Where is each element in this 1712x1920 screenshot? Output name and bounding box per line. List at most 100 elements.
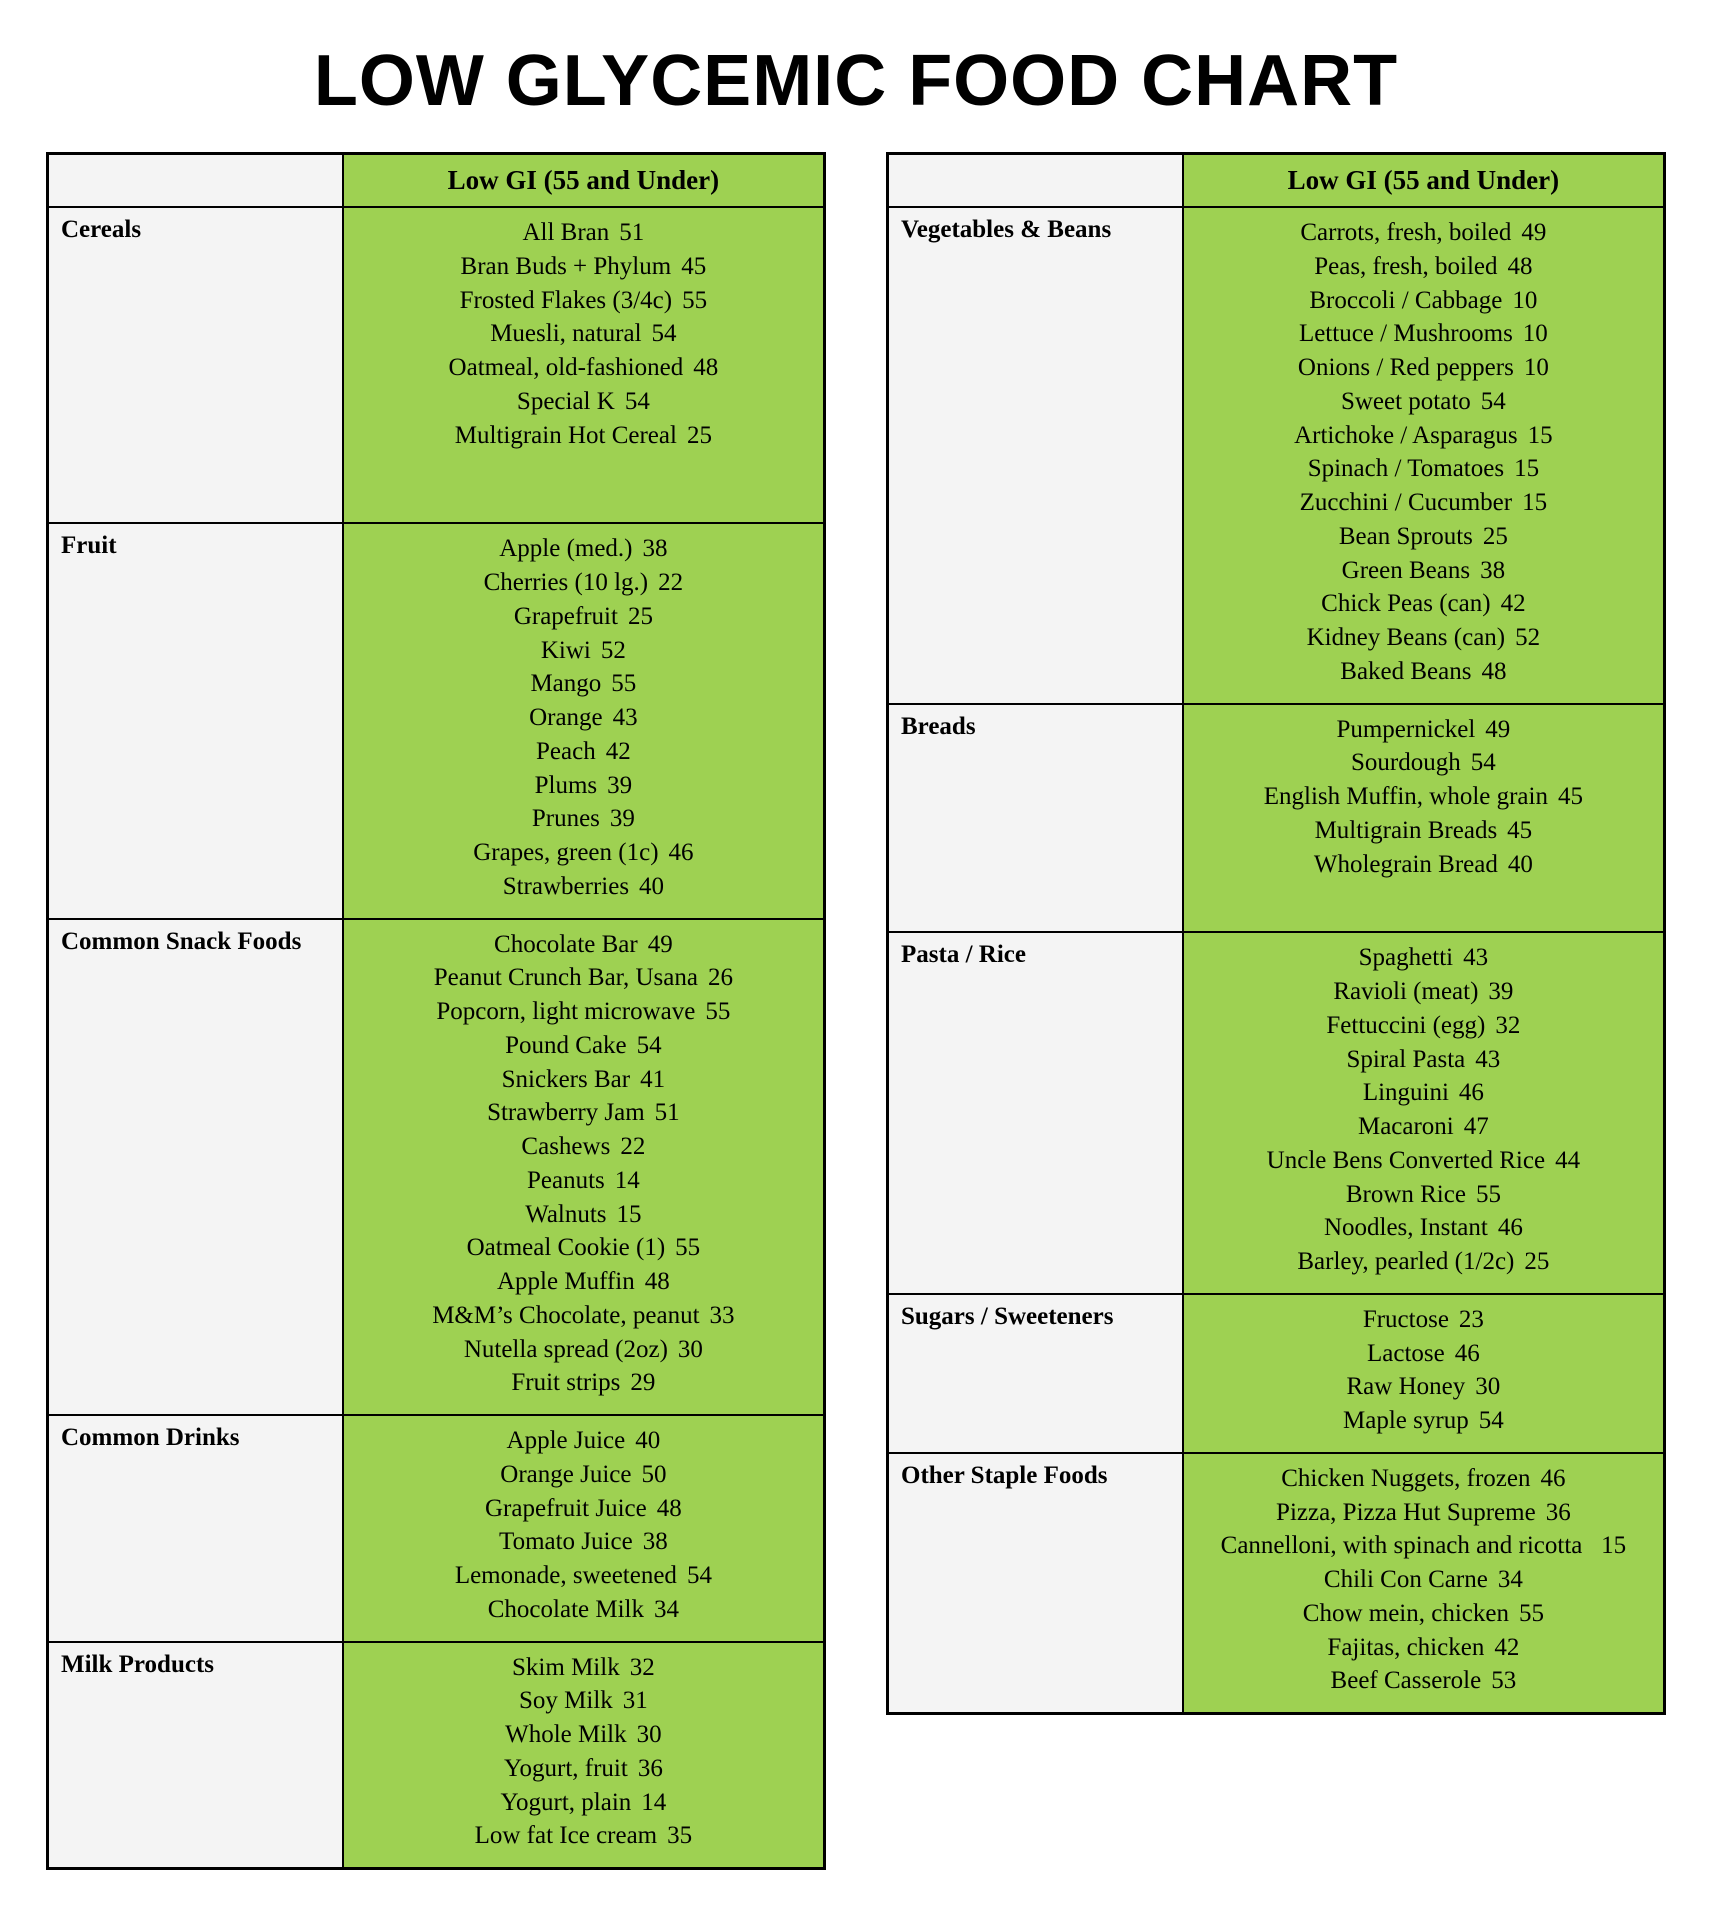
food-line: Maple syrup54 <box>1194 1404 1653 1438</box>
food-name: Grapes, green (1c) <box>473 839 658 866</box>
food-name: Chicken Nuggets, frozen <box>1281 1465 1530 1492</box>
food-line: Apple Juice40 <box>354 1424 813 1458</box>
food-name: Chocolate Bar <box>494 931 638 958</box>
food-line: Baked Beans48 <box>1194 655 1653 689</box>
food-name: Special K <box>517 388 615 415</box>
food-line: Cherries (10 lg.)22 <box>354 566 813 600</box>
food-line: Chili Con Carne34 <box>1194 1563 1653 1597</box>
food-line: Bran Buds + Phylum45 <box>354 250 813 284</box>
food-name: Kiwi <box>541 637 591 664</box>
food-name: Chow mein, chicken <box>1303 1600 1509 1627</box>
table-row: Pasta / RiceSpaghetti43Ravioli (meat)39F… <box>888 932 1665 1294</box>
food-line: Whole Milk30 <box>354 1718 813 1752</box>
food-name: Spinach / Tomatoes <box>1308 455 1504 482</box>
food-line: Yogurt, fruit36 <box>354 1752 813 1786</box>
food-name: Beef Casserole <box>1331 1667 1482 1694</box>
category-cell: Sugars / Sweeteners <box>888 1294 1183 1453</box>
gi-value: 46 <box>669 839 694 866</box>
gi-value: 22 <box>658 569 683 596</box>
gi-value: 31 <box>623 1687 648 1714</box>
food-name: Multigrain Breads <box>1315 817 1498 844</box>
gi-value: 48 <box>657 1495 682 1522</box>
food-name: Popcorn, light microwave <box>436 998 695 1025</box>
gi-value: 35 <box>667 1822 692 1849</box>
food-line: Strawberry Jam51 <box>354 1096 813 1130</box>
food-name: Prunes <box>532 805 600 832</box>
gi-value: 54 <box>687 1562 712 1589</box>
gi-value: 54 <box>652 320 677 347</box>
food-name: Zucchini / Cucumber <box>1300 489 1512 516</box>
food-name: Low fat Ice cream <box>475 1822 658 1849</box>
food-line: Spinach / Tomatoes15 <box>1194 452 1653 486</box>
gi-value: 39 <box>607 772 632 799</box>
food-name: Spiral Pasta <box>1347 1046 1466 1073</box>
food-line: Peanut Crunch Bar, Usana26 <box>354 961 813 995</box>
food-name: Ravioli (meat) <box>1333 978 1478 1005</box>
food-line: Wholegrain Bread40 <box>1194 848 1653 882</box>
gi-value: 54 <box>637 1032 662 1059</box>
food-line: Spiral Pasta43 <box>1194 1043 1653 1077</box>
gi-value: 39 <box>610 805 635 832</box>
table-row: BreadsPumpernickel49Sourdough54English M… <box>888 704 1665 933</box>
food-name: Frosted Flakes (3/4c) <box>460 287 672 314</box>
gi-value: 51 <box>655 1099 680 1126</box>
gi-value: 10 <box>1524 354 1549 381</box>
food-line: Chocolate Milk34 <box>354 1593 813 1627</box>
gi-value: 50 <box>641 1461 666 1488</box>
food-line: Brown Rice55 <box>1194 1178 1653 1212</box>
gi-value: 48 <box>1508 253 1533 280</box>
food-name: Orange Juice <box>500 1461 631 1488</box>
food-name: Apple Muffin <box>497 1268 635 1295</box>
food-line: Lactose46 <box>1194 1337 1653 1371</box>
gi-value: 54 <box>625 388 650 415</box>
food-name: Maple syrup <box>1343 1407 1469 1434</box>
food-name: Grapefruit <box>514 603 618 630</box>
food-name: Pumpernickel <box>1336 716 1475 743</box>
food-name: Sweet potato <box>1341 388 1471 415</box>
table-row: FruitApple (med.)38Cherries (10 lg.)22Gr… <box>48 523 825 918</box>
food-name: Kidney Beans (can) <box>1307 624 1506 651</box>
food-line: All Bran51 <box>354 216 813 250</box>
food-name: Green Beans <box>1342 557 1470 584</box>
category-cell: Other Staple Foods <box>888 1453 1183 1714</box>
food-line: Strawberries40 <box>354 870 813 904</box>
food-name: Spaghetti <box>1359 944 1453 971</box>
food-name: Bran Buds + Phylum <box>461 253 672 280</box>
food-name: Soy Milk <box>519 1687 613 1714</box>
food-name: Fettuccini (egg) <box>1326 1012 1485 1039</box>
food-line: Frosted Flakes (3/4c)55 <box>354 284 813 318</box>
food-name: Lettuce / Mushrooms <box>1299 320 1513 347</box>
gi-value: 25 <box>1524 1248 1549 1275</box>
table-row: Common DrinksApple Juice40Orange Juice50… <box>48 1415 825 1642</box>
food-line: Noodles, Instant46 <box>1194 1211 1653 1245</box>
food-line: Chick Peas (can)42 <box>1194 587 1653 621</box>
gi-value: 32 <box>1495 1012 1520 1039</box>
items-cell: All Bran51Bran Buds + Phylum45Frosted Fl… <box>343 207 825 523</box>
category-cell: Cereals <box>48 207 343 523</box>
food-line: Chow mein, chicken55 <box>1194 1597 1653 1631</box>
food-line: Peanuts14 <box>354 1164 813 1198</box>
right-column: Low GI (55 and Under) Vegetables & Beans… <box>886 152 1666 1870</box>
food-line: M&M’s Chocolate, peanut33 <box>354 1299 813 1333</box>
category-cell: Breads <box>888 704 1183 933</box>
food-name: Chili Con Carne <box>1324 1566 1488 1593</box>
table-row: Vegetables & BeansCarrots, fresh, boiled… <box>888 207 1665 704</box>
food-name: Oatmeal, old-fashioned <box>449 354 684 381</box>
food-name: Orange <box>529 704 603 731</box>
food-line: Mango55 <box>354 667 813 701</box>
food-line: Oatmeal, old-fashioned48 <box>354 351 813 385</box>
food-line: Uncle Bens Converted Rice44 <box>1194 1144 1653 1178</box>
food-name: Mango <box>530 670 601 697</box>
food-name: Fajitas, chicken <box>1327 1634 1484 1661</box>
food-line: Grapes, green (1c) 46 <box>354 836 813 870</box>
food-name: Raw Honey <box>1347 1373 1466 1400</box>
food-name: Oatmeal Cookie (1) <box>467 1234 666 1261</box>
gi-value: 49 <box>648 931 673 958</box>
food-name: Peanut Crunch Bar, Usana <box>434 964 698 991</box>
food-name: All Bran <box>522 219 609 246</box>
table-row: Sugars / SweetenersFructose23Lactose46Ra… <box>888 1294 1665 1453</box>
food-line: Beef Casserole53 <box>1194 1664 1653 1698</box>
category-cell: Pasta / Rice <box>888 932 1183 1294</box>
food-line: Peas, fresh, boiled48 <box>1194 250 1653 284</box>
gi-value: 42 <box>1501 590 1526 617</box>
